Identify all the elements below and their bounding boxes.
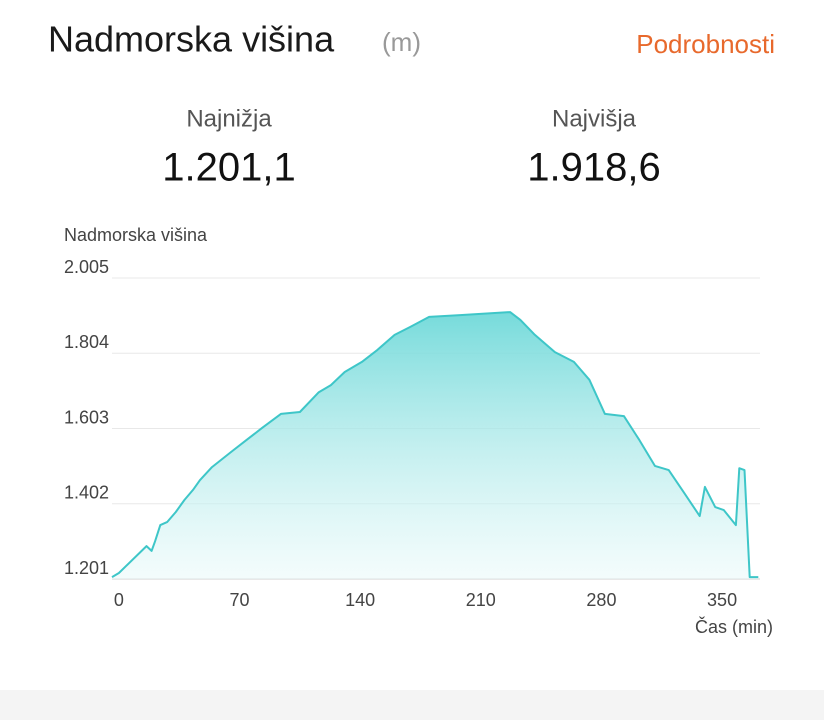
y-axis-label: Nadmorska višina: [64, 225, 208, 245]
unit: (m): [382, 27, 421, 57]
area-fill: [112, 312, 759, 579]
stat-value: 1.201,1: [162, 146, 295, 190]
y-tick-label: 2.005: [64, 257, 109, 277]
x-tick-label: 280: [586, 590, 616, 610]
x-axis-label: Čas (min): [695, 616, 773, 637]
title: Nadmorska višina: [48, 19, 335, 60]
stat-value: 1.918,6: [527, 146, 660, 190]
y-tick-label: 1.603: [64, 407, 109, 427]
x-tick-label: 140: [345, 590, 375, 610]
x-tick-label: 210: [466, 590, 496, 610]
details-link[interactable]: Podrobnosti: [636, 29, 775, 59]
footer-bar: [0, 690, 824, 720]
stat-label: Najnižja: [186, 105, 272, 132]
x-tick-label: 70: [230, 590, 250, 610]
y-tick-label: 1.804: [64, 332, 109, 352]
y-tick-label: 1.201: [64, 558, 109, 578]
x-tick-label: 0: [114, 590, 124, 610]
elevation-line: [111, 311, 759, 579]
y-tick-label: 1.402: [64, 483, 109, 503]
x-tick-label: 350: [707, 590, 737, 610]
stat-label: Najvišja: [552, 105, 637, 132]
